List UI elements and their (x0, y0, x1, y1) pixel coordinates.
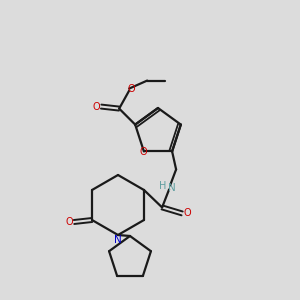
Text: N: N (168, 183, 176, 194)
Text: O: O (183, 208, 191, 218)
Text: O: O (128, 84, 135, 94)
Text: H: H (159, 182, 167, 191)
Text: O: O (139, 147, 147, 158)
Text: N: N (114, 235, 122, 245)
Text: O: O (92, 102, 100, 112)
Text: O: O (65, 217, 73, 227)
